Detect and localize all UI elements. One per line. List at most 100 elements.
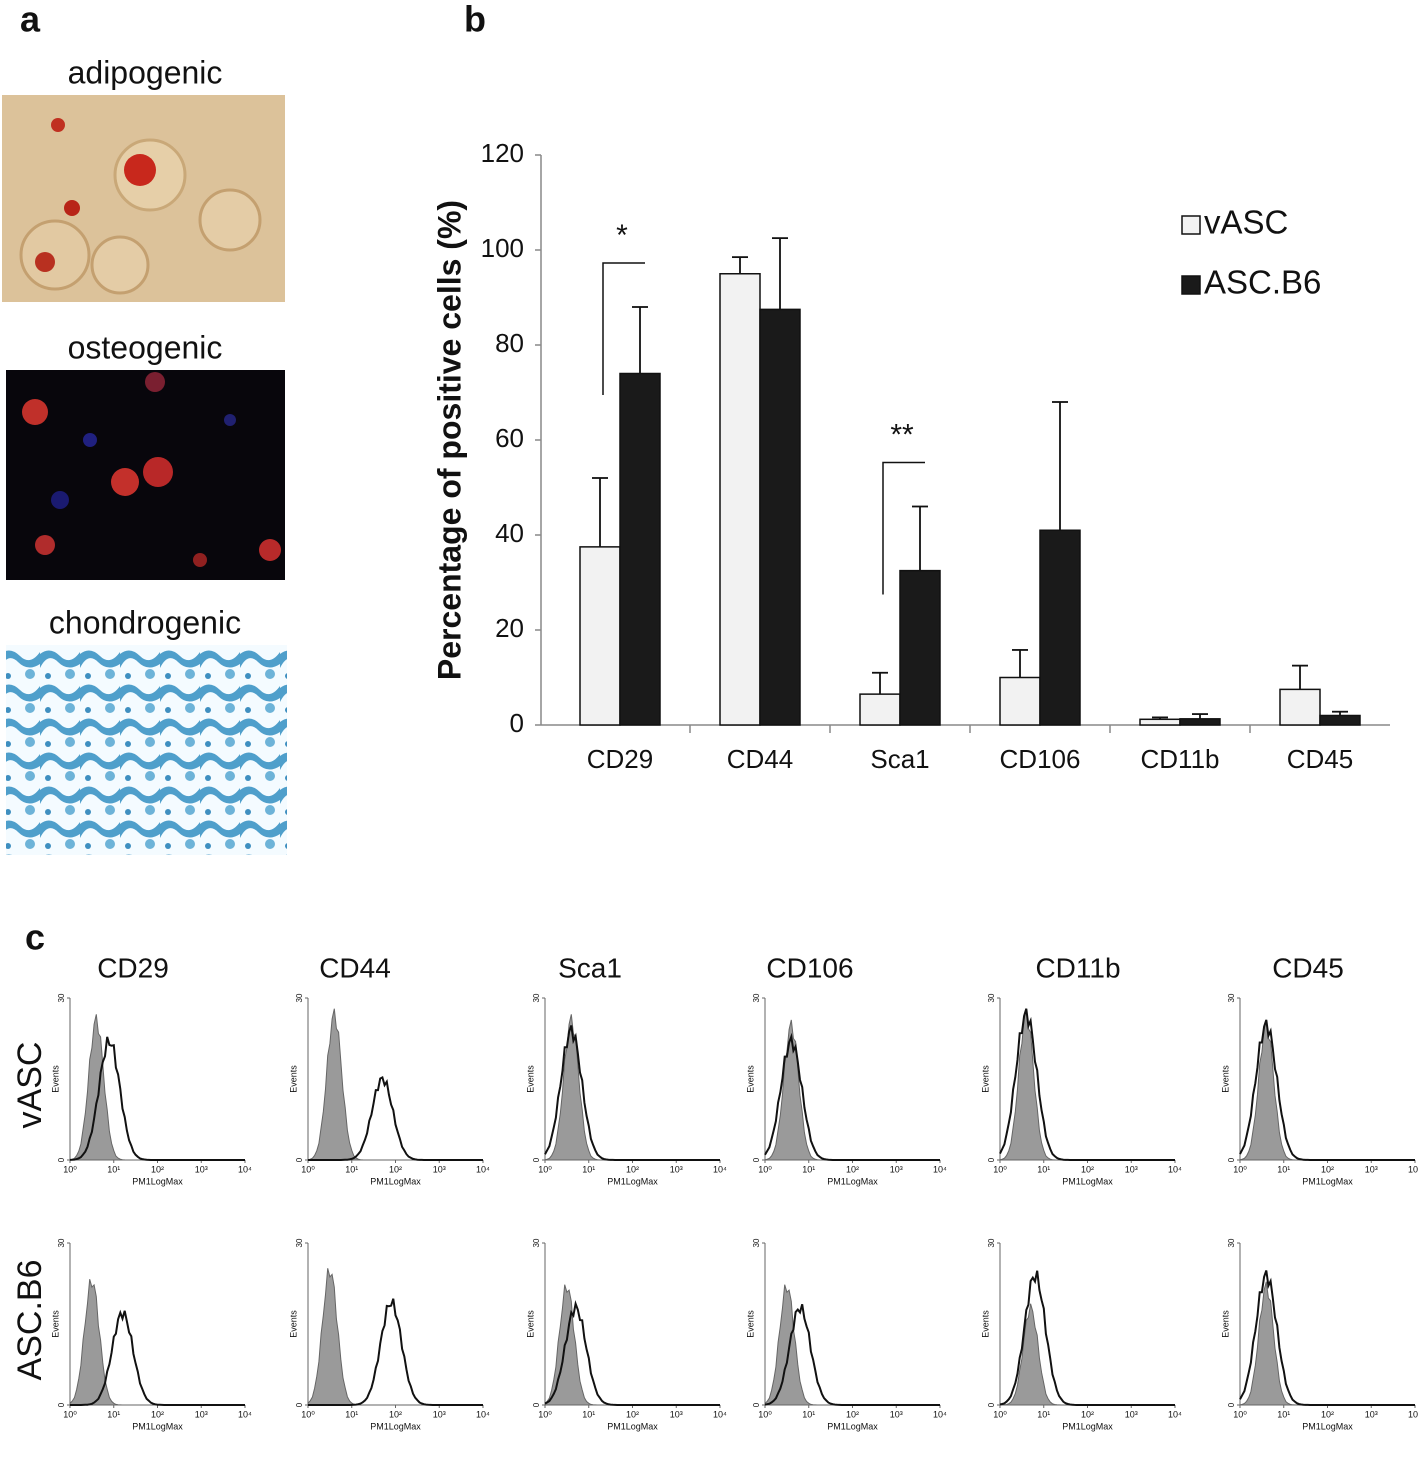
hist-x-tick-label: 10² [1081,1164,1094,1174]
stained-histogram [544,1299,720,1406]
flow-histogram: 0 30 10⁰ 10¹ 10² 10³ 10⁴ PM1LogMax Events [525,1238,727,1431]
column-title: CD29 [97,952,169,983]
panel-label: b [464,0,486,40]
y-tick-label: 40 [495,518,524,548]
hist-y-tick-label: 30 [532,1238,541,1247]
y-tick-label: 120 [481,138,524,168]
stained-histogram [764,1304,940,1406]
hist-y-label: Events [745,1065,755,1093]
hist-y-label: Events [525,1065,535,1093]
stained-histogram [764,1032,940,1161]
flow-histogram: 0 30 10⁰ 10¹ 10² 10³ 10⁴ PM1LogMax Events [288,993,490,1186]
hist-y-tick-label: 30 [295,993,304,1002]
hist-y-tick-label: 0 [532,1157,541,1162]
hist-y-tick-label: 0 [295,1402,304,1407]
hist-y-tick-label: 0 [532,1402,541,1407]
hist-y-label: Events [288,1310,298,1338]
hist-x-tick-label: 10⁰ [758,1409,772,1419]
hist-x-tick-label: 10² [389,1164,402,1174]
hist-x-tick-label: 10² [389,1409,402,1419]
flow-histogram: 0 30 10⁰ 10¹ 10² 10³ 10⁴ PM1LogMax Events [980,1238,1182,1431]
flow-histogram: 0 30 10⁰ 10¹ 10² 10³ 10⁴ PM1LogMax Events [745,1238,947,1431]
hist-x-tick-label: 10⁰ [993,1164,1007,1174]
legend-swatch [1181,215,1201,235]
bar [759,308,801,726]
hist-y-label: Events [1220,1310,1230,1338]
bar [899,569,941,726]
x-tick-label: CD11b [1140,744,1219,774]
y-axis-label: Percentage of positive cells (%) [431,200,467,680]
hist-y-tick-label: 0 [57,1402,66,1407]
hist-x-tick-label: 10² [1081,1409,1094,1419]
stained-histogram [999,1270,1175,1406]
hist-x-tick-label: 10¹ [802,1164,815,1174]
hist-x-tick-label: 10⁴ [1408,1164,1418,1174]
hist-y-label: Events [50,1065,60,1093]
bar [1139,718,1181,726]
hist-x-tick-label: 10¹ [107,1409,120,1419]
isotype-histogram [764,1284,940,1406]
hist-x-tick-label: 10⁴ [933,1164,947,1174]
hist-x-tick-label: 10² [846,1164,859,1174]
hist-x-tick-label: 10¹ [345,1164,358,1174]
isotype-histogram [307,1008,483,1161]
isotype-histogram [999,1008,1175,1161]
hist-x-tick-label: 10² [151,1164,164,1174]
hist-x-tick-label: 10¹ [1037,1409,1050,1419]
flow-histogram: 0 30 10⁰ 10¹ 10² 10³ 10⁴ PM1LogMax Events [745,993,947,1186]
row-label: vASC [11,1042,49,1129]
row-label: ASC.B6 [11,1260,49,1381]
adipogenic-image [2,95,285,302]
significance-mark: ** [890,418,914,451]
hist-x-tick-label: 10³ [890,1409,903,1419]
bar [1279,688,1321,726]
isotype-histogram [544,1284,720,1406]
image-caption: osteogenic [68,329,223,365]
stained-histogram [1239,1019,1415,1161]
column-title: CD106 [766,952,853,983]
hist-x-tick-label: 10² [626,1409,639,1419]
hist-x-tick-label: 10¹ [345,1409,358,1419]
hist-y-label: Events [980,1310,990,1338]
bar [579,546,621,726]
layer: a b c adipogenic osteogenic chondrogenic 0 20 40… [11,0,1418,1431]
hist-y-tick-label: 0 [752,1402,761,1407]
hist-x-tick-label: 10⁰ [758,1164,772,1174]
bar [999,676,1041,726]
hist-x-tick-label: 10¹ [802,1409,815,1419]
hist-x-tick-label: 10⁰ [1233,1164,1247,1174]
hist-x-label: PM1LogMax [827,1176,878,1186]
hist-x-tick-label: 10⁴ [238,1164,252,1174]
flow-histogram: 0 30 10⁰ 10¹ 10² 10³ 10⁴ PM1LogMax Events [525,993,727,1186]
hist-y-tick-label: 30 [57,1238,66,1247]
hist-y-label: Events [980,1065,990,1093]
image-caption: adipogenic [68,54,223,90]
isotype-histogram [69,1279,245,1406]
hist-y-label: Events [288,1065,298,1093]
legend-label: vASC [1204,204,1288,241]
hist-x-tick-label: 10³ [433,1409,446,1419]
hist-x-tick-label: 10⁴ [713,1164,727,1174]
hist-x-label: PM1LogMax [1062,1421,1113,1431]
hist-y-tick-label: 30 [752,993,761,1002]
stained-histogram [308,1075,483,1161]
hist-x-label: PM1LogMax [132,1176,183,1186]
hist-y-tick-label: 0 [987,1402,996,1407]
hist-y-tick-label: 0 [987,1157,996,1162]
hist-x-label: PM1LogMax [1302,1176,1353,1186]
stained-histogram [999,1008,1175,1161]
y-tick-label: 20 [495,613,524,643]
hist-x-label: PM1LogMax [1062,1176,1113,1186]
hist-x-tick-label: 10⁰ [538,1164,552,1174]
stained-histogram [544,1025,720,1161]
flow-histogram: 0 30 10⁰ 10¹ 10² 10³ 10⁴ PM1LogMax Events [288,1238,490,1431]
x-tick-label: CD106 [1000,744,1081,774]
column-title: CD44 [319,952,391,983]
flow-histogram: 0 30 10⁰ 10¹ 10² 10³ 10⁴ PM1LogMax Events [50,1238,252,1431]
hist-x-tick-label: 10⁴ [1408,1409,1418,1419]
hist-y-tick-label: 30 [1227,993,1236,1002]
hist-y-tick-label: 30 [752,1238,761,1247]
bar [1319,714,1361,726]
hist-x-tick-label: 10² [1321,1409,1334,1419]
hist-x-tick-label: 10⁰ [993,1409,1007,1419]
